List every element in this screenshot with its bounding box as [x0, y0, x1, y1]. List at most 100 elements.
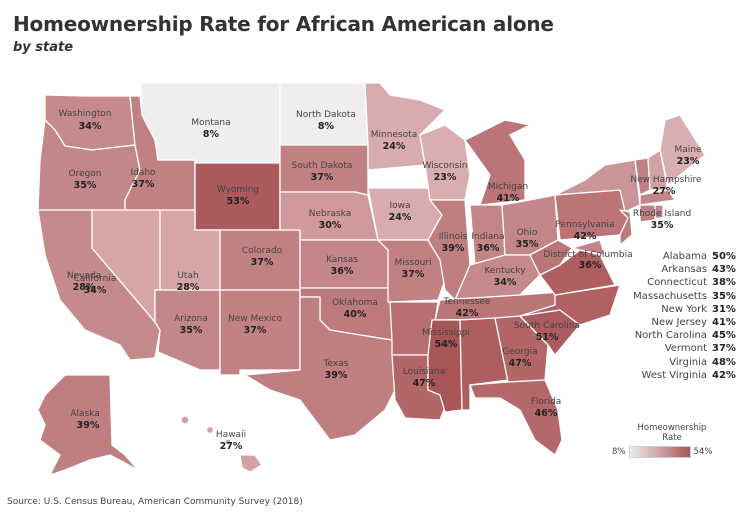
list-item: New Jersey 41% — [600, 316, 740, 329]
value-mississippi: 54% — [435, 339, 458, 350]
label-kentucky: Kentucky — [484, 266, 526, 276]
label-mississippi: Mississippi — [422, 328, 470, 338]
list-state-name: Arkansas — [661, 264, 707, 276]
value-rhode-island: 35% — [651, 220, 674, 231]
label-colorado: Colorado — [242, 246, 283, 256]
list-item: West Virginia 42% — [600, 369, 740, 382]
value-kentucky: 34% — [494, 277, 517, 288]
value-colorado: 37% — [251, 257, 274, 268]
source-note: Source: U.S. Census Bureau, American Com… — [7, 497, 303, 507]
state-west-virginia[interactable] — [529, 239, 573, 276]
list-item: Arkansas 43% — [600, 263, 740, 276]
state-georgia[interactable] — [494, 315, 549, 383]
list-state-value: 41% — [712, 316, 736, 328]
label-district-of-columbia: District of Columbia — [543, 250, 632, 260]
state-florida[interactable] — [469, 379, 563, 456]
value-nebraska: 30% — [319, 220, 342, 231]
label-georgia: Georgia — [502, 347, 537, 357]
state-new-jersey[interactable] — [619, 209, 633, 246]
label-tennessee: Tennessee — [443, 297, 491, 307]
value-missouri: 37% — [402, 269, 425, 280]
label-rhode-island: Rhode Island — [633, 209, 691, 219]
value-south-carolina: 51% — [536, 332, 559, 343]
state-texas[interactable] — [244, 296, 396, 441]
hawaii-island — [180, 415, 190, 425]
value-pennsylvania: 42% — [574, 231, 597, 242]
label-indiana: Indiana — [471, 232, 504, 242]
state-maine[interactable] — [659, 114, 706, 186]
label-minnesota: Minnesota — [371, 130, 417, 140]
legend-title-line2: Rate — [662, 433, 682, 443]
value-ohio: 35% — [516, 239, 539, 250]
label-south-dakota: South Dakota — [292, 161, 353, 171]
list-state-value: 38% — [712, 277, 736, 289]
state-illinois[interactable] — [427, 199, 471, 301]
value-michigan: 41% — [497, 193, 520, 204]
list-state-name: Massachusetts — [633, 290, 707, 302]
list-item: Vermont 37% — [600, 342, 740, 355]
list-state-name: Alabama — [662, 251, 707, 262]
label-ohio: Ohio — [517, 228, 538, 238]
list-state-value: 43% — [712, 264, 736, 276]
label-idaho: Idaho — [130, 168, 156, 178]
label-north-dakota: North Dakota — [296, 110, 356, 120]
label-new-mexico: New Mexico — [228, 314, 282, 324]
value-oklahoma: 40% — [344, 309, 367, 320]
state-massachusetts[interactable] — [639, 189, 676, 206]
label-oregon: Oregon — [68, 169, 101, 179]
list-item: North Carolina 45% — [600, 329, 740, 342]
list-state-name: New York — [661, 303, 707, 315]
state-michigan[interactable] — [464, 119, 531, 206]
legend-max-label: 54% — [693, 447, 713, 457]
state-rhode-island[interactable] — [654, 204, 664, 219]
map-title: Homeownership Rate for African American … — [13, 12, 554, 36]
label-iowa: Iowa — [389, 201, 410, 211]
list-state-value: 50% — [712, 251, 736, 262]
label-michigan: Michigan — [488, 182, 528, 192]
label-utah: Utah — [177, 271, 198, 281]
list-state-name: Virginia — [669, 356, 707, 368]
state-district-of-columbia[interactable] — [571, 239, 606, 256]
california-name: California — [74, 274, 117, 284]
label-arizona: Arizona — [174, 314, 208, 324]
hawaii-island — [205, 425, 215, 435]
list-state-name: Vermont — [664, 343, 707, 355]
value-florida: 46% — [535, 408, 558, 419]
legend-gradient-bar — [628, 446, 691, 458]
value-minnesota: 24% — [383, 141, 406, 152]
label-florida: Florida — [531, 397, 562, 407]
state-minnesota[interactable] — [364, 82, 446, 171]
list-state-value: 48% — [712, 356, 736, 368]
value-new-mexico: 37% — [244, 325, 267, 336]
label-kansas: Kansas — [326, 255, 358, 265]
color-legend: Homeownership Rate 8% 54% — [612, 423, 732, 458]
list-item: Massachusetts 35% — [600, 290, 740, 303]
value-tennessee: 42% — [456, 308, 479, 319]
value-nevada: 28% — [73, 282, 96, 293]
state-hawaii[interactable] — [239, 454, 263, 473]
state-north-carolina[interactable] — [519, 284, 621, 326]
small-states-list: Alabama 50% Arkansas 43% Connecticut 38% Ma… — [600, 250, 740, 382]
value-kansas: 36% — [331, 266, 354, 277]
list-state-value: 45% — [712, 330, 736, 342]
value-california: 34% — [84, 285, 107, 296]
value-idaho: 37% — [132, 179, 155, 190]
state-connecticut[interactable] — [639, 204, 656, 223]
list-state-name: West Virginia — [641, 369, 707, 381]
list-state-name: North Carolina — [634, 330, 707, 342]
list-item: Connecticut 38% — [600, 276, 740, 289]
value-indiana: 36% — [477, 243, 500, 254]
label-missouri: Missouri — [394, 258, 431, 268]
value-louisiana: 47% — [413, 378, 436, 389]
label-new-hampshire: New Hampshire — [630, 175, 702, 185]
state-alaska[interactable] — [37, 374, 139, 476]
legend-scale: 8% 54% — [612, 446, 732, 458]
state-new-york[interactable] — [554, 159, 641, 213]
label-maine: Maine — [674, 145, 701, 155]
state-wisconsin[interactable] — [419, 124, 471, 201]
value-alaska: 39% — [77, 420, 100, 431]
label-illinois: Illinois — [439, 232, 468, 242]
list-state-name: Connecticut — [647, 277, 707, 289]
value-utah: 28% — [177, 282, 200, 293]
value-oregon: 35% — [74, 180, 97, 191]
